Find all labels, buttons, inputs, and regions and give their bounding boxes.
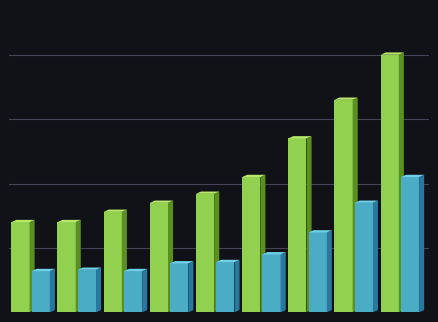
Polygon shape <box>399 52 404 312</box>
Bar <box>242 177 260 312</box>
Polygon shape <box>57 220 81 222</box>
Bar <box>32 271 50 312</box>
Polygon shape <box>76 220 81 312</box>
Polygon shape <box>50 269 55 312</box>
Polygon shape <box>29 220 35 312</box>
Polygon shape <box>214 192 219 312</box>
Bar <box>288 138 307 312</box>
Bar <box>308 232 327 312</box>
Polygon shape <box>216 260 240 262</box>
Polygon shape <box>307 136 311 312</box>
Polygon shape <box>104 210 127 212</box>
Bar <box>401 177 419 312</box>
Polygon shape <box>150 201 173 203</box>
Bar <box>78 270 96 312</box>
Bar <box>262 254 281 312</box>
Polygon shape <box>355 201 378 203</box>
Polygon shape <box>196 192 219 194</box>
Bar <box>355 203 373 312</box>
Polygon shape <box>334 98 358 100</box>
Polygon shape <box>142 269 147 312</box>
Polygon shape <box>353 98 358 312</box>
Polygon shape <box>96 268 101 312</box>
Polygon shape <box>11 220 35 222</box>
Polygon shape <box>419 175 424 312</box>
Polygon shape <box>262 252 286 254</box>
Polygon shape <box>288 136 311 138</box>
Bar <box>104 212 122 312</box>
Polygon shape <box>168 201 173 312</box>
Polygon shape <box>122 210 127 312</box>
Bar <box>381 55 399 312</box>
Polygon shape <box>327 230 332 312</box>
Polygon shape <box>78 268 101 270</box>
Polygon shape <box>401 175 424 177</box>
Bar <box>196 194 214 312</box>
Bar <box>57 222 76 312</box>
Polygon shape <box>260 175 265 312</box>
Polygon shape <box>32 269 55 271</box>
Polygon shape <box>281 252 286 312</box>
Polygon shape <box>242 175 265 177</box>
Bar <box>216 262 234 312</box>
Polygon shape <box>234 260 240 312</box>
Bar <box>334 100 353 312</box>
Bar <box>170 263 188 312</box>
Polygon shape <box>170 261 194 263</box>
Bar <box>124 271 142 312</box>
Bar <box>11 222 29 312</box>
Polygon shape <box>373 201 378 312</box>
Polygon shape <box>308 230 332 232</box>
Bar <box>150 203 168 312</box>
Polygon shape <box>381 52 404 55</box>
Polygon shape <box>188 261 194 312</box>
Polygon shape <box>124 269 147 271</box>
